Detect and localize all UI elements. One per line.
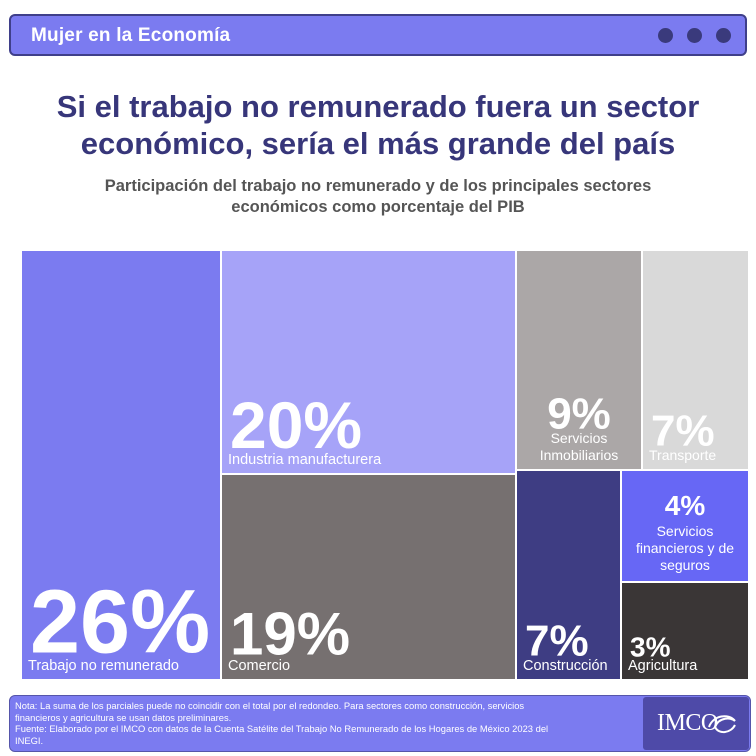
treemap-category-label: Agricultura [628,658,698,674]
treemap-category-label: Industria manufacturera [228,452,382,468]
window-dots [658,28,731,43]
treemap-value-label: 26% [30,573,210,673]
footer-note-line: Fuente: Elaborado por el IMCO con datos … [15,723,549,735]
logo-text: IMCO [657,710,718,736]
header-title: Mujer en la Economía [31,25,231,46]
treemap-value-label: 4% [665,490,706,521]
treemap-category-label: Trabajo no remunerado [28,658,179,674]
dot-icon [658,28,673,43]
subtitle-line: Participación del trabajo no remunerado … [104,177,652,195]
treemap-cell-servicios-inmobiliarios [517,251,641,469]
subtitle-line: económicos como porcentaje del PIB [231,198,525,216]
treemap-cell-agricultura [622,583,748,679]
footer-text: Nota: La suma de los parciales puede no … [15,700,637,746]
treemap-category-label: Servicios [657,523,714,539]
headline-line: Si el trabajo no remunerado fuera un sec… [56,89,700,124]
treemap-cell-industria-manufacturera [222,251,515,473]
treemap-category-label: Comercio [228,658,290,674]
treemap-cell-construccion [517,471,620,679]
treemap-value-label: 19% [230,600,350,667]
dot-icon [716,28,731,43]
treemap-value-label: 9% [547,389,611,438]
footer-note-line: Nota: La suma de los parciales puede no … [15,700,525,711]
treemap-value-label: 7% [525,616,589,665]
treemap-category-label: Inmobiliarios [540,447,619,463]
footer-note-line: INEGI. [15,734,44,746]
treemap-category-label: Transporte [649,447,716,463]
footer-notes-box: Nota: La suma de los parciales puede no … [9,695,751,752]
treemap-category-label: financieros y de [636,540,734,556]
treemap-cell-comercio [222,475,515,679]
imco-logo: IMCO [643,697,749,750]
headline: Si el trabajo no remunerado fuera un sec… [0,88,756,162]
treemap-category-label: Servicios [551,430,608,446]
treemap-category-label: seguros [660,557,710,573]
chart-subtitle: Participación del trabajo no remunerado … [0,176,756,218]
treemap-cell-servicios-financieros-y-de-seguros [622,471,748,581]
header-bar: Mujer en la Economía [9,14,747,56]
treemap-cell-transporte [643,251,748,469]
treemap-cell-trabajo-no-remunerado [22,251,220,679]
treemap-value-label: 3% [630,631,671,662]
treemap-category-label: Construcción [523,658,608,674]
footer-note-line: financieros y agricultura se usan datos … [15,711,232,723]
treemap-value-label: 20% [230,388,362,462]
headline-line: económico, sería el más grande del país [80,126,676,161]
treemap-value-label: 7% [651,406,715,455]
dot-icon [687,28,702,43]
swirl-icon [708,715,736,733]
